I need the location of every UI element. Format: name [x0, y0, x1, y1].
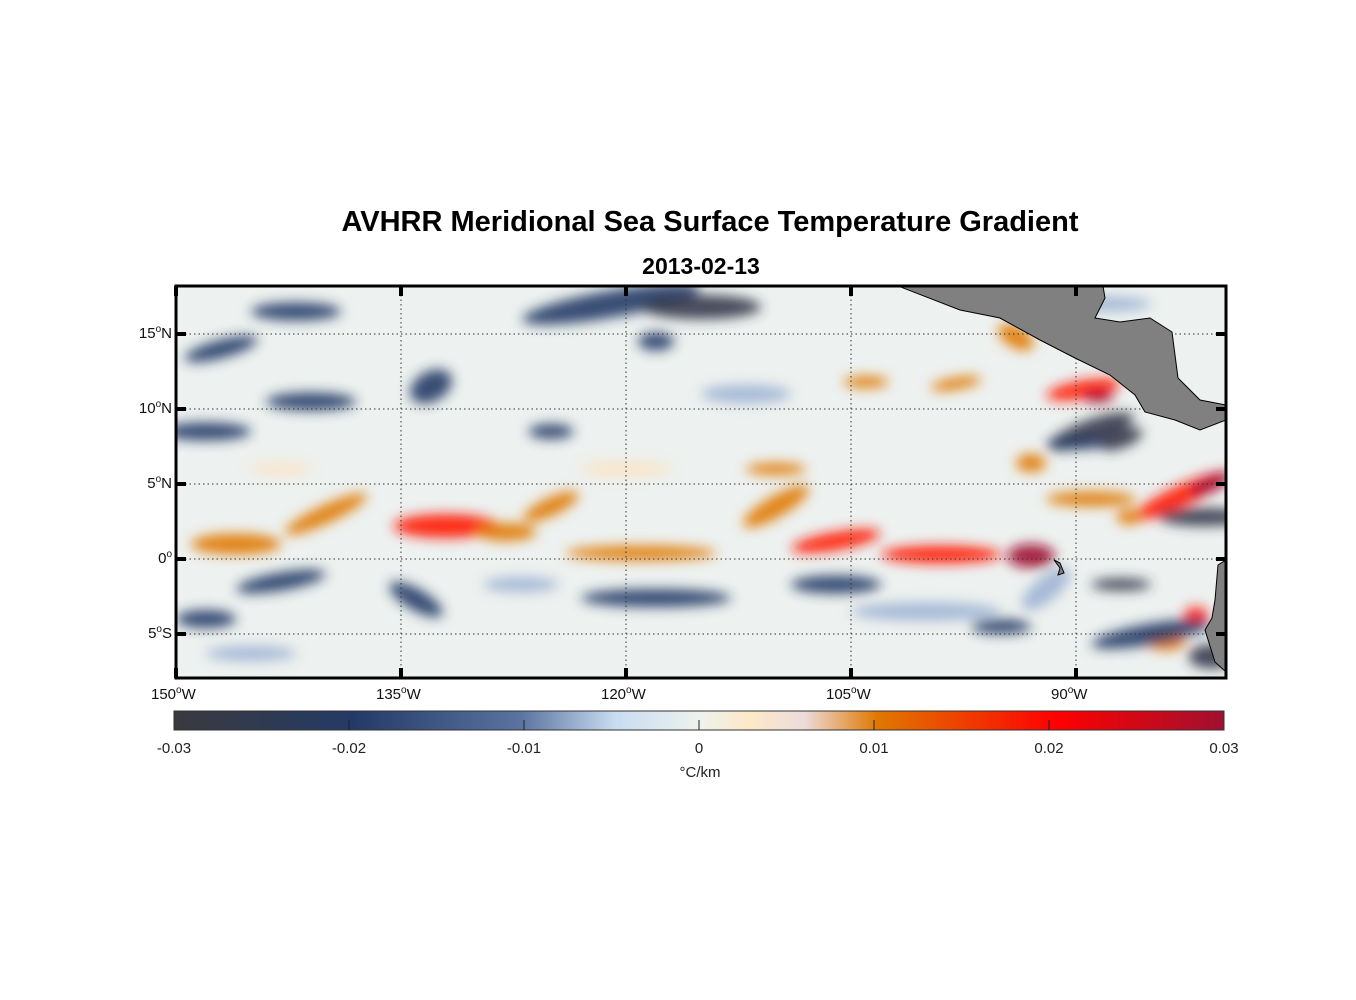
gradient-feature — [1016, 454, 1046, 472]
colorbar-tick-label: -0.01 — [506, 740, 542, 757]
x-tick-label: 105oW — [826, 685, 871, 703]
gradient-feature — [523, 491, 579, 522]
gradient-feature — [566, 545, 716, 561]
gradient-feature — [843, 376, 889, 388]
gradient-feature — [930, 376, 982, 391]
x-tick-label: 150oW — [151, 685, 196, 703]
gradient-feature — [1158, 508, 1226, 526]
gradient-feature — [1021, 567, 1071, 611]
gradient-feature — [393, 514, 499, 538]
colorbar-tick-label: 0 — [694, 740, 704, 757]
gradient-feature — [191, 533, 281, 555]
gradient-feature — [1046, 491, 1136, 507]
gradient-feature — [528, 424, 574, 439]
chart-title: AVHRR Meridional Sea Surface Temperature… — [341, 206, 1079, 238]
gradient-feature — [522, 286, 700, 325]
colorbar-tick-label: 0.01 — [859, 740, 889, 757]
gradient-feature — [1116, 509, 1141, 525]
gradient-feature — [581, 461, 671, 477]
gradient-feature — [1091, 578, 1151, 591]
gradient-feature — [251, 463, 311, 475]
gradient-feature — [641, 295, 761, 319]
gradient-feature — [410, 369, 452, 404]
land-south-america — [1204, 559, 1226, 673]
chart-subtitle: 2013-02-13 — [642, 253, 760, 279]
colorbar-tick-label: -0.03 — [156, 740, 192, 757]
gradient-feature — [285, 493, 367, 535]
gradient-feature — [881, 545, 1001, 564]
y-tick-label: 0o — [158, 549, 172, 567]
gradient-feature — [743, 485, 809, 528]
gradient-feature — [971, 619, 1031, 634]
gradient-feature — [1091, 619, 1211, 649]
y-tick-label: 5oN — [147, 474, 172, 492]
gradient-feature — [266, 392, 356, 411]
x-tick-label: 120oW — [601, 685, 646, 703]
x-tick-label: 90oW — [1051, 685, 1088, 703]
gradient-feature — [791, 529, 881, 553]
gradient-feature — [251, 302, 341, 321]
land-central-america — [897, 286, 1226, 431]
colorbar-tick-label: -0.02 — [331, 740, 367, 757]
gradient-feature — [1099, 427, 1143, 451]
gradient-feature — [176, 422, 251, 441]
gradient-feature — [1083, 391, 1114, 403]
gradient-feature — [176, 610, 236, 628]
gradient-feature — [638, 332, 674, 351]
colorbar-label: °C/km — [679, 764, 721, 781]
x-tick-label: 135oW — [376, 685, 421, 703]
gradient-feature — [851, 602, 1001, 621]
colorbar-tick-label: 0.03 — [1209, 740, 1239, 757]
gradient-feature — [483, 577, 559, 592]
gradient-feature — [206, 646, 296, 661]
y-tick-label: 10oN — [138, 399, 172, 417]
land-galapagos — [1053, 559, 1065, 576]
gradient-feature — [236, 569, 326, 594]
y-tick-label: 5oS — [148, 624, 172, 642]
gradient-feature — [184, 335, 258, 363]
gradient-feature — [1046, 378, 1121, 401]
gradient-feature — [791, 575, 881, 594]
colorbar-tick-label: 0.02 — [1034, 740, 1064, 757]
gradient-feature — [476, 523, 536, 541]
y-tick-label: 15oN — [138, 324, 172, 342]
gradient-feature — [389, 581, 443, 618]
gradient-feature — [746, 463, 806, 475]
ocean-background — [176, 286, 1226, 678]
gradient-feature — [701, 385, 791, 403]
gradient-feature — [581, 589, 731, 607]
gradient-feature — [1007, 544, 1055, 568]
